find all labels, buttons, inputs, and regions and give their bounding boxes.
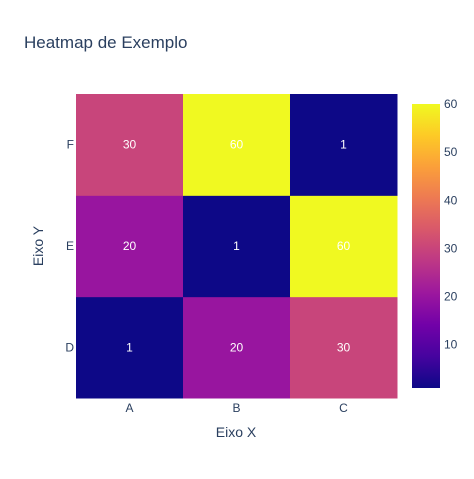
x-tick-label: A — [125, 401, 133, 415]
x-tick-label: C — [339, 401, 348, 415]
heatmap-cell — [183, 296, 291, 399]
colorbar-tick-label: 20 — [444, 290, 458, 304]
colorbar-tick-label: 40 — [444, 193, 458, 207]
heatmap-cell-label: 60 — [230, 138, 244, 152]
y-axis-title: Eixo Y — [30, 225, 46, 266]
heatmap-cell — [76, 296, 184, 399]
heatmap-cell-label: 20 — [230, 340, 244, 354]
colorbar-tick-label: 50 — [444, 145, 458, 159]
heatmap-cell-label: 1 — [126, 340, 133, 354]
colorbar-tick-label: 10 — [444, 338, 458, 352]
x-axis-ticks: A B C — [125, 401, 348, 415]
colorbar-tick-label: 30 — [444, 241, 458, 255]
y-tick-label: F — [67, 138, 74, 152]
heatmap-cell-label: 30 — [123, 138, 137, 152]
heatmap-cell-label: 30 — [337, 340, 351, 354]
heatmap-cell-labels: 1 20 30 20 1 60 30 60 1 — [123, 138, 351, 355]
heatmap-cells — [76, 94, 398, 399]
y-tick-label: D — [65, 340, 74, 354]
colorbar — [412, 104, 440, 388]
heatmap-cell-label: 20 — [123, 239, 137, 253]
heatmap-cell — [290, 94, 398, 196]
x-tick-label: B — [232, 401, 240, 415]
heatmap-cell-label: 1 — [233, 239, 240, 253]
heatmap-cell — [290, 296, 398, 399]
chart-title: Heatmap de Exemplo — [24, 33, 187, 52]
y-axis-ticks: D E F — [65, 138, 74, 355]
heatmap-cell — [76, 195, 184, 298]
colorbar-tick-label: 60 — [444, 97, 458, 111]
heatmap-cell — [183, 94, 291, 196]
heatmap-cell-label: 1 — [340, 138, 347, 152]
heatmap-cell-label: 60 — [337, 239, 351, 253]
heatmap-cell — [76, 94, 184, 196]
y-tick-label: E — [66, 239, 74, 253]
heatmap-cell — [290, 195, 398, 298]
colorbar-ticks: 10 20 30 40 50 60 — [444, 97, 458, 352]
heatmap-cell — [183, 195, 291, 298]
x-axis-title: Eixo X — [216, 424, 257, 440]
